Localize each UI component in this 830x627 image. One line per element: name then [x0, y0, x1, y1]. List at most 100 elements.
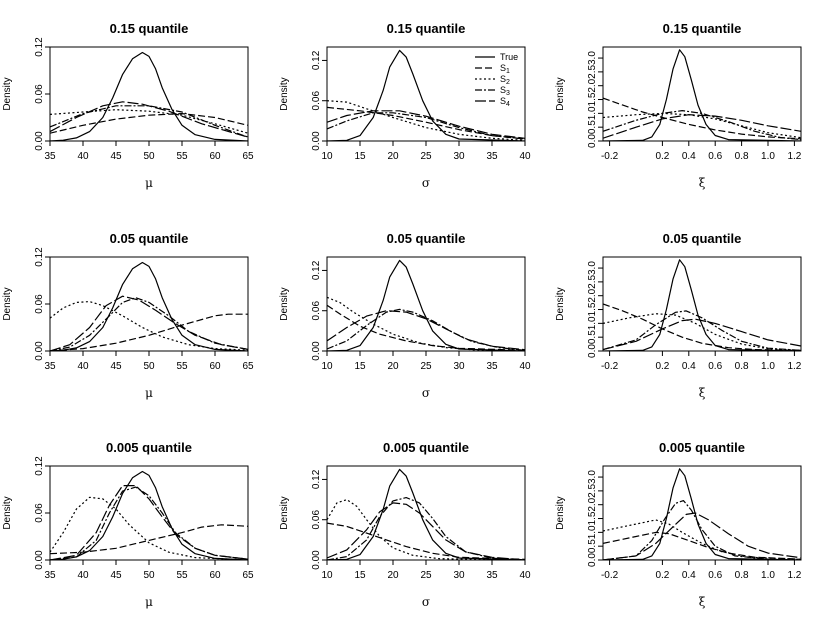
series-line-s2: [603, 313, 801, 351]
x-tick-label: 15: [354, 151, 366, 162]
series-line-s3: [603, 110, 801, 141]
x-tick-label: 0.4: [682, 570, 696, 581]
x-tick-label: 10: [321, 151, 333, 162]
y-tick-label: 1.5: [587, 302, 598, 316]
x-tick-label: 0.2: [655, 151, 669, 162]
plot-frame: [326, 256, 526, 352]
x-tick-label: 40: [77, 151, 89, 162]
legend-label-s1: S1: [500, 63, 510, 75]
y-axis-label: Density: [279, 77, 290, 110]
plot-frame: [602, 465, 802, 561]
panel-title: 0.15 quantile: [663, 21, 742, 36]
x-axis-label: ξ: [699, 386, 706, 400]
series-line-true: [603, 468, 801, 560]
x-tick-label: 15: [354, 361, 366, 372]
x-tick-label: 0.6: [708, 361, 722, 372]
x-tick-label: 1.0: [761, 361, 775, 372]
y-tick-label: 0.06: [311, 91, 322, 111]
x-tick-label: 1.0: [761, 151, 775, 162]
panel-title: 0.05 quantile: [663, 231, 742, 246]
series-line-s4: [603, 114, 801, 139]
series-group: [50, 51, 248, 141]
plot-frame: [326, 46, 526, 142]
x-tick-label: 65: [242, 570, 254, 581]
plot-frame: [49, 465, 249, 561]
panel-8: 0.005 quantile 0.00 0.06 0.12 10 15 20 25 30 35 40…: [279, 440, 531, 609]
x-tick-label: 35: [44, 151, 56, 162]
series-line-s4: [603, 512, 801, 560]
series-line-s1: [50, 113, 248, 134]
y-tick-label: 2.0: [587, 497, 598, 511]
series-line-s3: [327, 308, 525, 351]
x-tick-label: -0.2: [601, 361, 619, 372]
series-line-s3: [327, 497, 525, 560]
series-line-s4: [50, 295, 248, 351]
y-tick-label: 0.12: [34, 247, 45, 267]
series-line-s4: [327, 110, 525, 139]
x-tick-label: 15: [354, 570, 366, 581]
y-tick-label: 3.0: [587, 51, 598, 65]
x-tick-label: 45: [110, 361, 122, 372]
legend-subscript: 4: [506, 101, 510, 108]
x-tick-label: 20: [387, 151, 399, 162]
panel-title: 0.15 quantile: [387, 21, 466, 36]
y-tick-label: 0.12: [311, 469, 322, 489]
y-tick-label: 1.0: [587, 106, 598, 120]
x-axis-label: σ: [422, 176, 430, 190]
x-axis-label: ξ: [699, 595, 706, 609]
y-tick-label: 0.12: [311, 50, 322, 70]
y-tick-label: 3.0: [587, 261, 598, 275]
series-line-s2: [603, 112, 801, 139]
x-tick-label: 1.0: [761, 570, 775, 581]
series-line-s3: [50, 297, 248, 351]
plot-frame: [326, 465, 526, 561]
y-tick-label: 0.06: [34, 84, 45, 104]
series-group: [50, 261, 248, 351]
y-tick-label: 0.06: [311, 301, 322, 321]
y-tick-label: 0.06: [311, 510, 322, 530]
x-tick-label: 45: [110, 151, 122, 162]
x-axis-label: σ: [422, 595, 430, 609]
y-tick-label: 0.00: [311, 550, 322, 570]
y-tick-label: 1.5: [587, 92, 598, 106]
x-tick-label: 0.8: [735, 570, 749, 581]
y-tick-label: 0.00: [34, 550, 45, 570]
x-tick-label: 45: [110, 570, 122, 581]
x-tick-label: 55: [176, 151, 188, 162]
x-tick-label: 35: [486, 570, 498, 581]
x-tick-label: 55: [176, 361, 188, 372]
y-tick-label: 2.0: [587, 288, 598, 302]
y-tick-label: 0.00: [311, 341, 322, 361]
x-tick-label: 0.4: [682, 151, 696, 162]
legend-subscript: 3: [506, 90, 510, 97]
series-group: [603, 49, 801, 141]
x-tick-label: 20: [387, 570, 399, 581]
series-group: [327, 49, 525, 141]
series-line-s1: [603, 531, 801, 560]
y-tick-label: 0.00: [34, 341, 45, 361]
series-line-s3: [50, 105, 248, 138]
series-line-s1: [603, 97, 801, 140]
series-line-s2: [50, 109, 248, 134]
series-line-s1: [603, 303, 801, 351]
panel-1: 0.15 quantile 0.00 0.06 0.12 35 40 45 50 55 60 65 D…: [2, 21, 254, 190]
series-group: [603, 259, 801, 351]
series-line-s3: [603, 310, 801, 351]
x-tick-label: 60: [209, 151, 221, 162]
y-tick-label: 0.00: [34, 131, 45, 151]
legend-label-s2: S2: [500, 74, 510, 86]
series-line-true: [603, 259, 801, 351]
x-tick-label: 25: [420, 570, 432, 581]
series-line-s4: [603, 318, 801, 351]
x-tick-label: 35: [44, 361, 56, 372]
x-tick-label: 10: [321, 570, 333, 581]
panel-title: 0.05 quantile: [387, 231, 466, 246]
y-axis-label: Density: [555, 496, 566, 529]
panel-2: 0.15 quantile 0.00 0.06 0.12 10 15 20 25 30 35 40 D…: [279, 21, 531, 190]
y-tick-label: 2.5: [587, 274, 598, 288]
x-tick-label: 40: [519, 570, 531, 581]
y-tick-label: 1.0: [587, 316, 598, 330]
